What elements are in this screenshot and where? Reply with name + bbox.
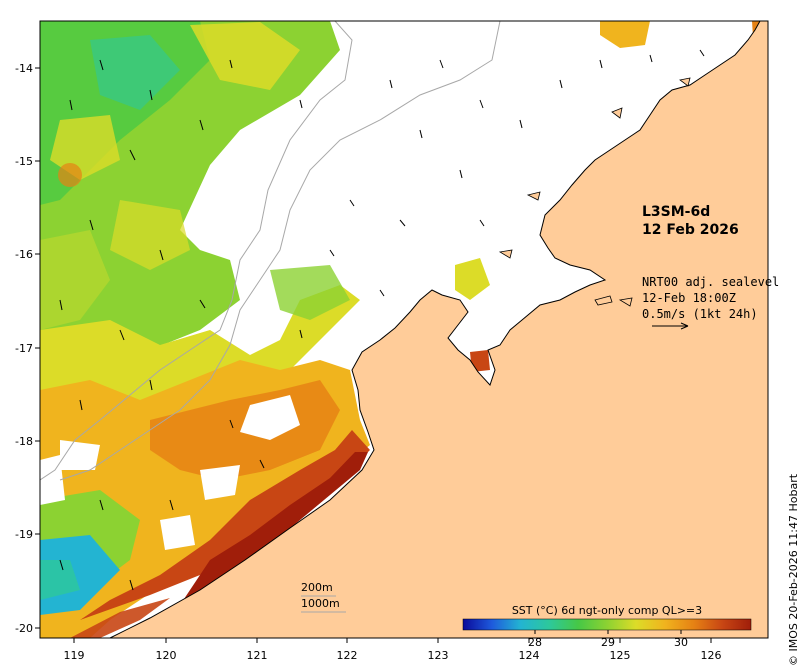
y-tick-label: -20	[15, 622, 33, 635]
x-tick-label: 120	[156, 649, 177, 662]
product-title: L3SM-6d	[642, 204, 710, 220]
x-tick-label: 119	[64, 649, 85, 662]
map-frame	[39, 20, 769, 639]
current-vectors	[59, 49, 705, 591]
x-tick-label: 124	[519, 649, 540, 662]
current-scale: 0.5m/s (1kt 24h)	[642, 307, 758, 321]
scale-arrow	[652, 322, 689, 330]
x-tick-label: 126	[701, 649, 722, 662]
y-tick-label: -15	[15, 155, 33, 168]
isobath-1000m-line	[59, 21, 501, 481]
land-mass	[110, 21, 768, 638]
y-tick-label: -19	[15, 528, 33, 541]
x-tick-label: 121	[247, 649, 268, 662]
x-axis: 119 120 121 122 123 124 125 126	[64, 638, 722, 662]
isobath-200m-line	[40, 21, 353, 481]
y-tick-label: -18	[15, 435, 33, 448]
colorbar-title: SST (°C) 6d ngt-only comp QL>=3	[512, 604, 702, 617]
isobath-deep-label: 1000m	[301, 597, 340, 610]
credit-text: © IMOS 20-Feb-2026 11:47 Hobart	[787, 473, 800, 666]
x-tick-label: 123	[428, 649, 449, 662]
colorbar-tick: 30	[674, 636, 688, 649]
current-time: 12-Feb 18:00Z	[642, 291, 736, 305]
y-tick-label: -14	[15, 62, 33, 75]
coastline	[109, 21, 761, 638]
colorbar-tick: 28	[528, 636, 542, 649]
colorbar-tick: 29	[601, 636, 615, 649]
y-axis: -14 -15 -16 -17 -18 -19 -20	[15, 62, 40, 635]
current-source: NRT00 adj. sealevel	[642, 275, 779, 289]
colorbar-gradient	[462, 618, 752, 631]
y-tick-label: -16	[15, 248, 33, 261]
x-tick-label: 125	[610, 649, 631, 662]
x-tick-label: 122	[337, 649, 358, 662]
product-date: 12 Feb 2026	[642, 222, 739, 238]
sst-field	[40, 21, 768, 638]
isobath-shallow-label: 200m	[301, 581, 333, 594]
colorbar: SST (°C) 6d ngt-only comp QL>=3 28 29 30	[462, 604, 752, 649]
islands	[498, 77, 691, 307]
y-tick-label: -17	[15, 342, 33, 355]
